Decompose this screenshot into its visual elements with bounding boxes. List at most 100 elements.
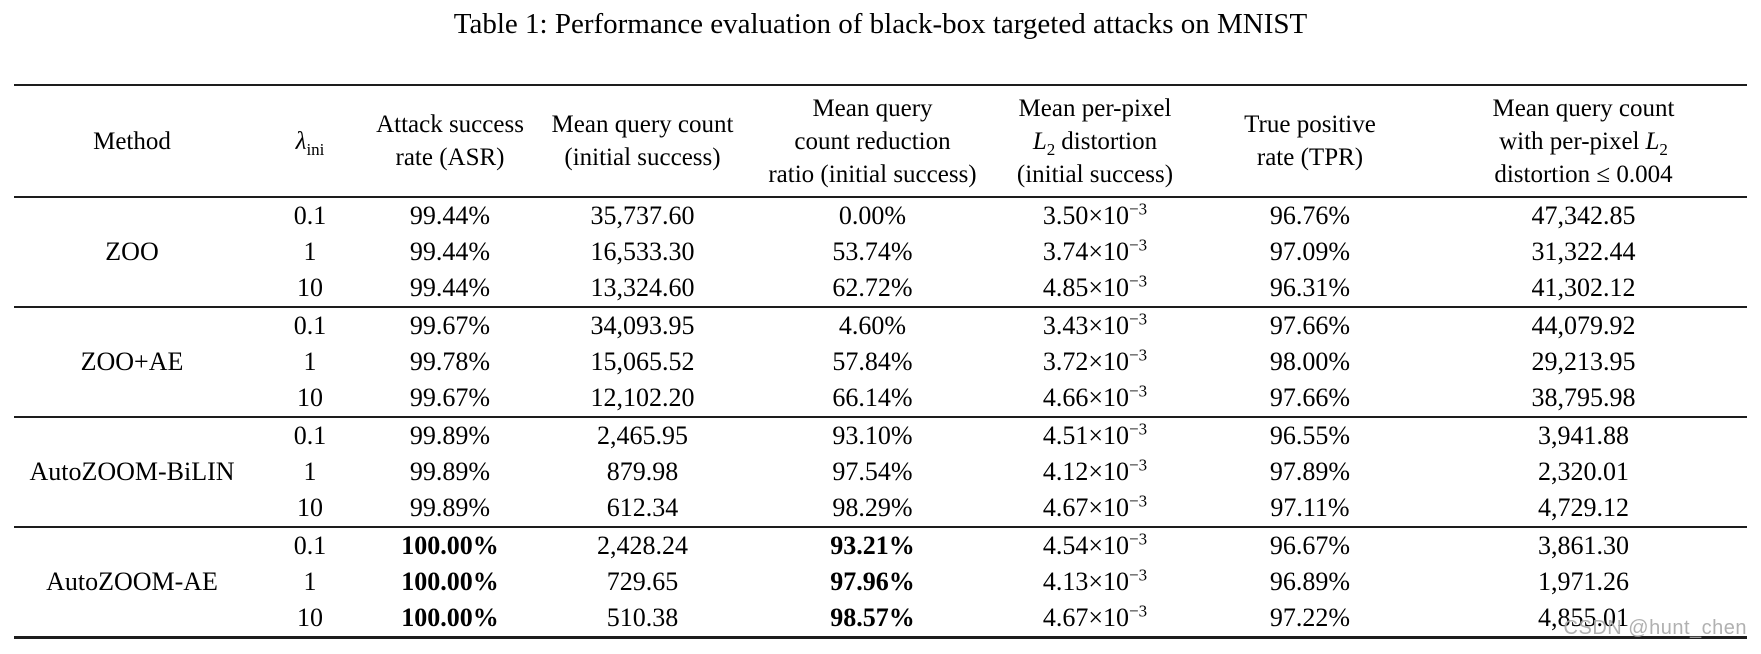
mqc-l2-cell: 29,213.95 [1531, 347, 1636, 376]
table-row: ZOO 0.1 99.44% 35,737.60 0.00% 3.50×10−3… [14, 197, 1747, 266]
reduction-cell: 57.84% [832, 347, 913, 376]
reduction-cell: 97.54% [832, 457, 913, 486]
mqc-cell: 2,428.24 [597, 531, 688, 560]
tpr-cell: 96.76% [1269, 201, 1351, 230]
mqc-cell: 12,102.20 [590, 383, 695, 412]
method-cell: AutoZOOM-AE [46, 567, 218, 596]
mqc-cell: 15,065.52 [590, 347, 695, 376]
mqc-l2-cell: 41,302.12 [1531, 273, 1636, 302]
tpr-cell: 97.66% [1269, 311, 1351, 340]
lambda-cell: 1 [303, 347, 317, 376]
distortion-cell: 4.66×10−3 [1042, 381, 1148, 412]
method-cell: AutoZOOM-BiLIN [29, 457, 235, 486]
table-row: 10 99.67% 12,102.20 66.14% 4.66×10−3 97.… [14, 380, 1747, 417]
table-row: 1 100.00% 729.65 97.96% 4.13×10−3 96.89%… [14, 564, 1747, 600]
reduction-cell: 62.72% [832, 273, 913, 302]
table-row: 10 99.44% 13,324.60 62.72% 4.85×10−3 96.… [14, 270, 1747, 307]
distortion-cell: 4.13×10−3 [1042, 565, 1148, 596]
reduction-cell: 66.14% [832, 383, 913, 412]
table-header: Method λini Attack success rate (ASR) Me… [14, 85, 1747, 197]
reduction-cell: 0.00% [838, 201, 907, 230]
mqc-cell: 13,324.60 [590, 273, 695, 302]
table-row: ZOO+AE 0.1 99.67% 34,093.95 4.60% 3.43×1… [14, 307, 1747, 376]
column-header-lambda-ini: λini [295, 127, 325, 159]
tpr-cell: 96.55% [1269, 421, 1351, 450]
lambda-cell: 1 [303, 237, 317, 266]
asr-cell: 99.44% [409, 201, 491, 230]
tpr-cell: 97.66% [1269, 383, 1351, 412]
mqc-l2-cell: 47,342.85 [1531, 201, 1636, 230]
group-autozoom-bilin: AutoZOOM-BiLIN 0.1 99.89% 2,465.95 93.10… [14, 417, 1747, 527]
lambda-cell: 0.1 [293, 311, 327, 340]
mqc-cell: 35,737.60 [590, 201, 695, 230]
mqc-cell: 729.65 [606, 567, 679, 596]
tpr-cell: 96.89% [1269, 567, 1351, 596]
distortion-cell: 4.54×10−3 [1042, 529, 1148, 560]
mqc-l2-cell: 2,320.01 [1538, 457, 1629, 486]
asr-cell: 99.44% [409, 237, 491, 266]
reduction-cell: 98.57% [830, 603, 915, 632]
distortion-cell: 4.85×10−3 [1042, 271, 1148, 302]
mqc-cell: 879.98 [606, 457, 679, 486]
asr-cell: 99.89% [409, 457, 491, 486]
table-row: AutoZOOM-AE 0.1 100.00% 2,428.24 93.21% … [14, 527, 1747, 596]
asr-cell: 100.00% [401, 603, 499, 632]
asr-cell: 100.00% [401, 567, 499, 596]
column-header-l2-distortion: Mean per-pixel L2 distortion (initial suc… [1016, 94, 1174, 188]
lambda-cell: 1 [303, 567, 317, 596]
tpr-cell: 97.09% [1269, 237, 1351, 266]
reduction-cell: 98.29% [832, 493, 913, 522]
distortion-cell: 3.74×10−3 [1042, 235, 1148, 266]
lambda-cell: 10 [297, 493, 323, 522]
asr-cell: 99.44% [409, 273, 491, 302]
lambda-cell: 10 [297, 273, 323, 302]
mqc-l2-cell: 4,729.12 [1538, 493, 1629, 522]
watermark: CSDN @hunt_chen [1563, 617, 1747, 639]
table-row: AutoZOOM-BiLIN 0.1 99.89% 2,465.95 93.10… [14, 417, 1747, 486]
reduction-cell: 97.96% [830, 567, 915, 596]
distortion-cell: 4.12×10−3 [1042, 455, 1148, 486]
column-header-query-reduction-ratio: Mean query count reduction ratio (initia… [768, 94, 977, 188]
mqc-cell: 510.38 [606, 603, 679, 632]
table-row: 1 99.89% 879.98 97.54% 4.12×10−3 97.89% … [14, 454, 1747, 490]
mqc-cell: 16,533.30 [590, 237, 695, 266]
mqc-l2-cell: 31,322.44 [1531, 237, 1636, 266]
distortion-cell: 4.67×10−3 [1042, 601, 1148, 632]
mqc-l2-cell: 38,795.98 [1531, 383, 1636, 412]
mqc-l2-cell: 4,855.01 [1538, 603, 1629, 632]
reduction-cell: 4.60% [838, 311, 907, 340]
tpr-cell: 96.31% [1269, 273, 1351, 302]
tpr-cell: 97.22% [1269, 603, 1351, 632]
group-zoo: ZOO 0.1 99.44% 35,737.60 0.00% 3.50×10−3… [14, 197, 1747, 307]
column-header-mean-query-count: Mean query count (initial success) [551, 111, 734, 171]
distortion-cell: 3.50×10−3 [1042, 199, 1148, 230]
mqc-cell: 612.34 [606, 493, 679, 522]
distortion-cell: 3.43×10−3 [1042, 309, 1148, 340]
lambda-cell: 10 [297, 603, 323, 632]
table-row: 1 99.78% 15,065.52 57.84% 3.72×10−3 98.0… [14, 344, 1747, 380]
lambda-cell: 10 [297, 383, 323, 412]
tpr-cell: 97.11% [1270, 493, 1350, 522]
header-row: Method λini Attack success rate (ASR) Me… [14, 85, 1747, 197]
distortion-cell: 3.72×10−3 [1042, 345, 1148, 376]
method-cell: ZOO+AE [80, 347, 184, 376]
tpr-cell: 97.89% [1269, 457, 1351, 486]
lambda-cell: 0.1 [293, 201, 327, 230]
table-row: 10 100.00% 510.38 98.57% 4.67×10−3 97.22… [14, 600, 1747, 638]
distortion-cell: 4.67×10−3 [1042, 491, 1148, 522]
asr-cell: 99.67% [409, 311, 491, 340]
distortion-cell: 4.51×10−3 [1042, 419, 1148, 450]
group-autozoom-ae: AutoZOOM-AE 0.1 100.00% 2,428.24 93.21% … [14, 527, 1747, 638]
reduction-cell: 53.74% [832, 237, 913, 266]
mqc-l2-cell: 1,971.26 [1538, 567, 1629, 596]
asr-cell: 99.67% [409, 383, 491, 412]
table-row: 1 99.44% 16,533.30 53.74% 3.74×10−3 97.0… [14, 234, 1747, 270]
reduction-cell: 93.10% [832, 421, 913, 450]
mqc-l2-cell: 3,941.88 [1538, 421, 1629, 450]
column-header-query-count-l2-threshold: Mean query count with per-pixel L2 distor… [1492, 94, 1675, 188]
column-header-asr: Attack success rate (ASR) [376, 111, 524, 171]
asr-cell: 99.78% [409, 347, 491, 376]
mqc-cell: 2,465.95 [597, 421, 688, 450]
mqc-cell: 34,093.95 [590, 311, 695, 340]
